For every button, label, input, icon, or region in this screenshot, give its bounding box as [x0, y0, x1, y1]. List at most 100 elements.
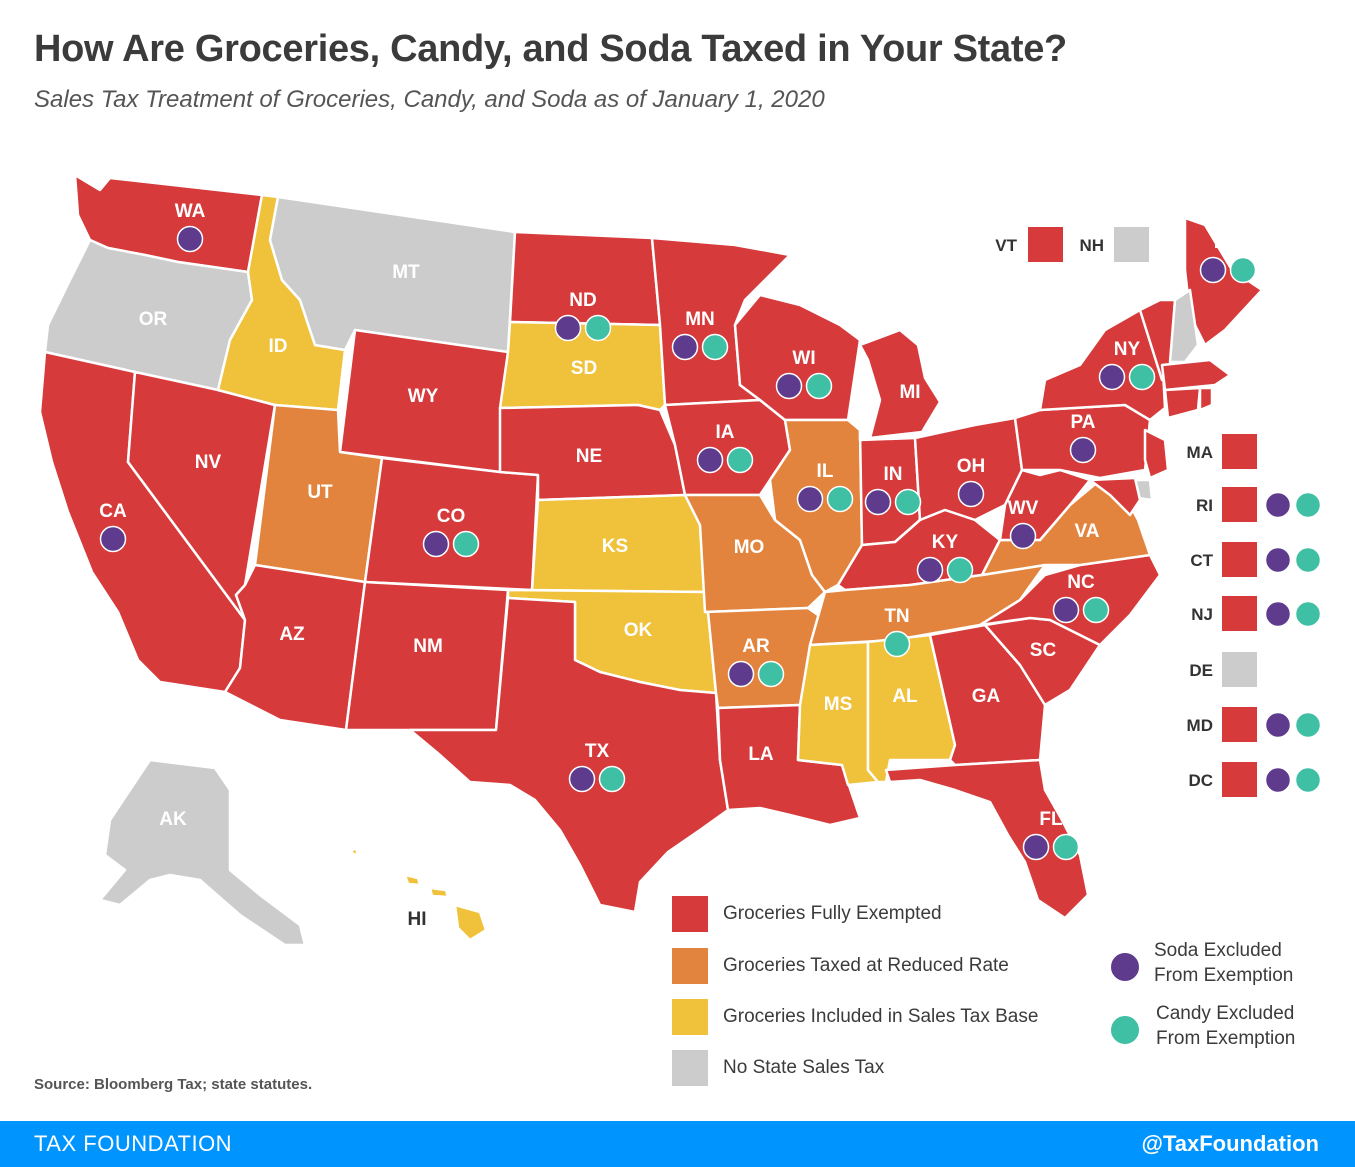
candy-dot-ct: [1294, 546, 1322, 574]
legend-item-included: Groceries Included in Sales Tax Base: [672, 999, 1092, 1035]
state-label-la: LA: [748, 744, 774, 765]
state-label-mi: MI: [899, 382, 920, 403]
soda-dot-mn: [671, 333, 699, 361]
legend-label-included: Groceries Included in Sales Tax Base: [723, 1006, 1039, 1027]
state-label-ny: NY: [1114, 339, 1141, 360]
state-label-sd: SD: [571, 358, 597, 379]
soda-dot-ct: [1264, 546, 1292, 574]
small-state-box-nh[interactable]: [1114, 227, 1149, 262]
legend-label-no-tax: No State Sales Tax: [723, 1057, 885, 1078]
state-hi[interactable]: [348, 846, 488, 942]
chart-title: How Are Groceries, Candy, and Soda Taxed…: [34, 28, 1067, 70]
small-state-box-ma[interactable]: [1222, 434, 1257, 469]
state-nh[interactable]: [1168, 288, 1200, 364]
state-label-ne: NE: [576, 446, 602, 467]
soda-dot-wi: [775, 372, 803, 400]
small-state-label-dc: DC: [1188, 771, 1213, 790]
state-me[interactable]: [1183, 216, 1264, 347]
soda-dot-ia: [696, 446, 724, 474]
small-state-label-ct: CT: [1190, 551, 1213, 570]
soda-dot-pa: [1069, 436, 1097, 464]
small-state-box-md[interactable]: [1222, 707, 1257, 742]
candy-dot-md: [1294, 711, 1322, 739]
soda-dot-co: [422, 530, 450, 558]
state-label-nv: NV: [195, 452, 222, 473]
state-label-ky: KY: [932, 532, 959, 553]
candy-dot-ar: [757, 660, 785, 688]
state-label-wv: WV: [1008, 498, 1039, 519]
footer-brand: TAX FOUNDATION: [34, 1131, 233, 1156]
state-nj[interactable]: [1143, 428, 1170, 480]
legend-swatch-reduced: [672, 948, 708, 984]
small-state-box-ct[interactable]: [1222, 542, 1257, 577]
state-label-ut: UT: [307, 482, 333, 503]
candy-dot-ri: [1294, 491, 1322, 519]
legend-item-exempt: Groceries Fully Exempted: [672, 896, 1092, 932]
soda-dot-ny: [1098, 363, 1126, 391]
state-label-co: CO: [437, 506, 466, 527]
state-label-fl: FL: [1039, 809, 1063, 830]
state-ak[interactable]: [98, 758, 307, 947]
state-label-wi: WI: [792, 348, 815, 369]
soda-dot-ca: [99, 525, 127, 553]
candy-dot-mn: [701, 333, 729, 361]
small-state-label-ri: RI: [1196, 496, 1213, 515]
state-tx[interactable]: [408, 596, 730, 914]
state-label-al: AL: [892, 686, 918, 707]
state-label-id: ID: [269, 336, 288, 357]
state-fl[interactable]: [884, 758, 1090, 920]
candy-dot-wi: [805, 372, 833, 400]
soda-dot-icon: [1110, 952, 1140, 982]
candy-dot-dc: [1294, 766, 1322, 794]
candy-dot-tn: [883, 630, 911, 658]
candy-dot-nj: [1294, 600, 1322, 628]
state-az[interactable]: [223, 563, 367, 732]
state-ri[interactable]: [1198, 386, 1214, 412]
legend-swatch-no-tax: [672, 1050, 708, 1086]
soda-dot-fl: [1022, 833, 1050, 861]
candy-dot-ny: [1128, 363, 1156, 391]
soda-dot-tx: [568, 765, 596, 793]
soda-dot-wv: [1009, 522, 1037, 550]
state-label-il: IL: [817, 461, 834, 482]
candy-dot-fl: [1052, 833, 1080, 861]
state-label-tx: TX: [585, 741, 610, 762]
small-state-box-dc[interactable]: [1222, 762, 1257, 797]
soda-dot-nd: [554, 314, 582, 342]
soda-dot-ky: [916, 556, 944, 584]
state-ct[interactable]: [1163, 386, 1202, 420]
state-label-nc: NC: [1067, 572, 1095, 593]
state-label-pa: PA: [1071, 412, 1096, 433]
small-state-box-nj[interactable]: [1222, 596, 1257, 631]
small-state-box-de[interactable]: [1222, 652, 1257, 687]
footer-handle[interactable]: @TaxFoundation: [1141, 1131, 1319, 1156]
source-note: Source: Bloomberg Tax; state statutes.: [34, 1076, 313, 1093]
state-md[interactable]: [1088, 476, 1142, 517]
state-label-wy: WY: [408, 386, 439, 407]
state-label-ar: AR: [742, 636, 770, 657]
small-state-label-de: DE: [1189, 661, 1213, 680]
state-label-ca: CA: [99, 501, 127, 522]
small-state-box-vt[interactable]: [1028, 227, 1063, 262]
state-nd[interactable]: [508, 230, 662, 327]
state-ma[interactable]: [1160, 358, 1232, 392]
state-label-mt: MT: [392, 262, 420, 283]
candy-dot-nd: [584, 314, 612, 342]
state-label-mo: MO: [734, 537, 765, 558]
state-label-wa: WA: [175, 201, 206, 222]
state-label-ia: IA: [716, 422, 735, 443]
dot-legend-candy-label: Candy Excluded From Exemption: [1156, 1003, 1296, 1049]
state-mi[interactable]: [858, 328, 942, 440]
small-state-box-ri[interactable]: [1222, 487, 1257, 522]
state-label-va: VA: [1075, 521, 1100, 542]
legend-item-reduced: Groceries Taxed at Reduced Rate: [672, 948, 1092, 984]
legend-swatch-included: [672, 999, 708, 1035]
dot-legend-soda-label: Soda Excluded From Exemption: [1154, 940, 1294, 986]
legend-label-reduced: Groceries Taxed at Reduced Rate: [723, 955, 1009, 976]
soda-dot-me: [1199, 256, 1227, 284]
state-label-nd: ND: [569, 290, 596, 311]
state-label-ms: MS: [824, 694, 853, 715]
state-label-mn: MN: [685, 309, 715, 330]
state-label-ak: AK: [159, 809, 187, 830]
